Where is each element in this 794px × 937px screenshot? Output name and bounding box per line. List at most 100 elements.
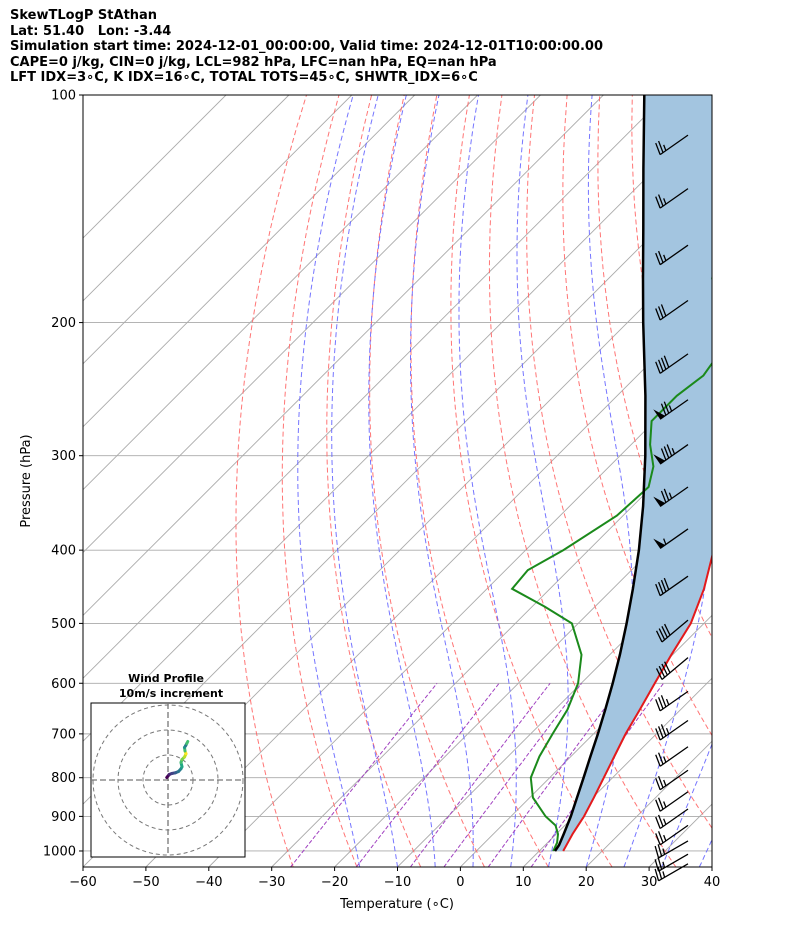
moist-adiabat [297, 95, 361, 867]
wind-barb [654, 840, 689, 859]
isotherm-line [83, 95, 604, 617]
y-tick-label: 200 [51, 316, 76, 331]
x-axis-label: Temperature (∘C) [339, 897, 454, 912]
wind-barb-flag [657, 814, 664, 827]
wind-barb [653, 399, 689, 420]
wind-barb-flag [660, 579, 667, 592]
wind-barb-flag [655, 816, 661, 829]
chart-header: SkewTLogP StAthan Lat: 51.40 Lon: -3.44 … [10, 8, 603, 86]
dry-adiabat [597, 95, 712, 639]
parcel-line [553, 95, 647, 852]
y-tick-label: 700 [51, 727, 76, 742]
wind-barb [655, 657, 689, 681]
wind-barb-flag [654, 845, 660, 859]
isotherm-line [83, 95, 667, 679]
wind-barb-shaft [659, 769, 689, 791]
wind-barb-shaft [659, 690, 689, 712]
wind-barbs [653, 134, 689, 882]
wind-barb-flag [657, 194, 664, 207]
isotherm-line [83, 95, 227, 239]
wind-barb [655, 719, 689, 741]
wind-barb-pennant [653, 454, 666, 465]
wind-barb-flag [657, 775, 664, 788]
wind-barb-shaft [661, 619, 689, 643]
y-tick-label: 1000 [43, 844, 76, 859]
hodograph-subtitle: 10m/s increment [119, 687, 223, 700]
wind-barb-flag [655, 777, 661, 790]
wind-barb-flag [657, 250, 664, 263]
wind-barb-flag [657, 867, 663, 880]
x-tick-label: 30 [641, 875, 658, 890]
wind-barb-flag [658, 628, 666, 640]
x-tick-label: 40 [704, 875, 721, 890]
wind-barb-flag [663, 446, 670, 459]
y-axis-label: Pressure (hPa) [19, 434, 34, 527]
wind-barb-flag [655, 630, 663, 643]
temperature-line [562, 552, 712, 852]
wind-barb-half-flag [668, 405, 673, 412]
isotherm-line [83, 95, 290, 302]
profiles [510, 95, 712, 852]
wind-barb-shaft [659, 808, 689, 830]
mixing-ratio-line [487, 683, 624, 867]
isotherm-line [83, 95, 416, 428]
isotherm-line [271, 426, 712, 867]
wind-barb-flag [655, 196, 661, 209]
header-line-5: LFT IDX=3∘C, K IDX=16∘C, TOTAL TOTS=45∘C… [10, 70, 478, 85]
mixing-ratio-line [409, 682, 551, 867]
wind-barb-shaft [661, 657, 689, 681]
wind-barb [655, 299, 689, 321]
wind-barb-flag [660, 448, 667, 461]
hodograph-plot [91, 703, 245, 857]
moist-adiabat [661, 742, 712, 867]
wind-barb [655, 808, 689, 830]
wind-barb-flag [655, 833, 661, 846]
wind-barb-flag [657, 797, 664, 810]
wind-barb-flag [660, 490, 667, 503]
wind-barb-flag [655, 142, 661, 155]
wind-barb-flag [655, 799, 661, 812]
wind-barb-flag [657, 581, 664, 594]
wind-barb-flag [655, 361, 661, 374]
mixing-ratio-line [290, 682, 438, 867]
wind-barb-half-flag [663, 198, 667, 205]
wind-barb-shaft [659, 791, 689, 812]
wind-barb-flag [660, 403, 667, 416]
x-tick-label: −10 [384, 875, 411, 890]
isotherm-line [208, 363, 712, 867]
wind-barb-flag [660, 357, 667, 370]
wind-barb-flag [655, 583, 661, 596]
x-tick-label: −50 [132, 875, 159, 890]
wind-barb [655, 746, 689, 767]
wind-barb-flag [657, 306, 664, 319]
wind-barb-shaft [659, 746, 689, 767]
wind-barb-half-flag [663, 834, 667, 842]
dewpoint-line [510, 273, 712, 852]
dry-adiabat [763, 95, 794, 867]
moist-adiabat [516, 95, 569, 867]
wind-barb [655, 791, 689, 812]
wind-barb-flag [655, 728, 661, 741]
wind-barb-half-flag [663, 801, 667, 808]
wind-barb-flag [657, 140, 664, 153]
y-tick-label: 400 [51, 544, 76, 559]
isotherm-line [83, 111, 712, 742]
wind-barb-flag [663, 401, 670, 414]
wind-barb-half-flag [663, 779, 667, 786]
moist-adiabat [331, 95, 398, 867]
header-line-4: CAPE=0 j/kg, CIN=0 j/kg, LCL=982 hPa, LF… [10, 54, 497, 70]
dry-adiabat [730, 95, 794, 867]
mixing-ratio-line [443, 682, 582, 867]
moist-adiabat [410, 95, 474, 867]
x-tick-label: −40 [195, 875, 222, 890]
wind-barb-half-flag [663, 254, 667, 261]
shaded-area [555, 95, 712, 851]
wind-barb-flag [655, 668, 663, 680]
wind-barb-flag [655, 699, 661, 712]
wind-barb [655, 824, 689, 846]
wind-barb-shaft [659, 719, 689, 741]
wind-barb-pennant [653, 538, 666, 549]
y-tick-label: 900 [51, 810, 76, 825]
wind-barb-flag [657, 697, 664, 710]
